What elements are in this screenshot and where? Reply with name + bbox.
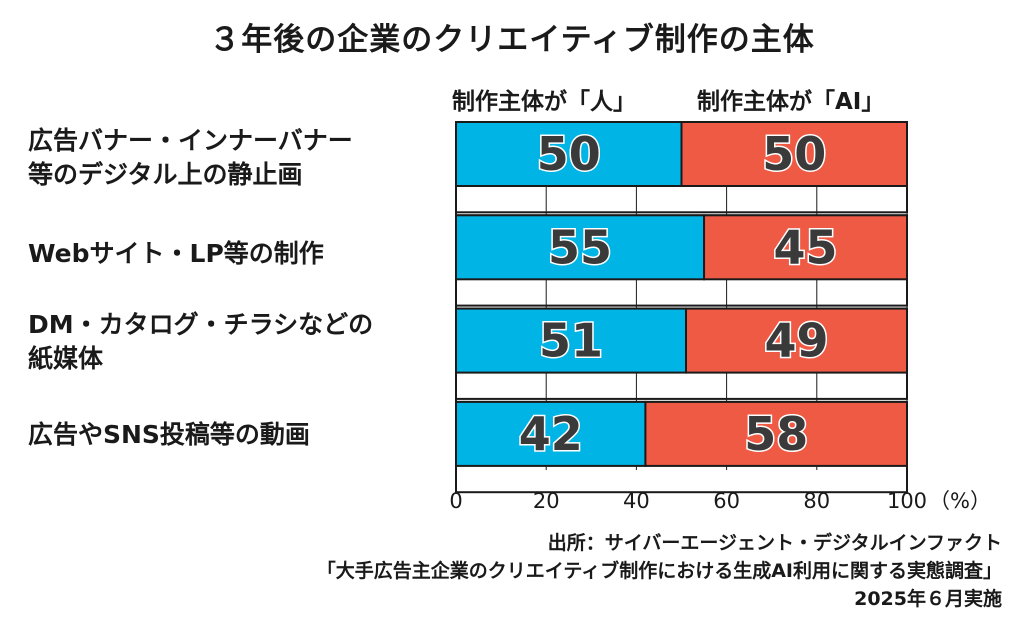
category-label-line: 等のデジタル上の静止画 — [28, 160, 303, 189]
source-line-1: 出所：サイバーエージェント・デジタルインファクト — [547, 532, 1002, 554]
x-tick-label: 20 — [533, 489, 560, 513]
category-label-banner: 広告バナー・インナーバナー 等のデジタル上の静止画 — [28, 124, 438, 192]
x-tick-label: 0 — [449, 489, 462, 513]
data-label-human: 51 — [539, 314, 603, 368]
legend-human: 制作主体が「人」 — [452, 89, 636, 115]
category-label-print: DM・カタログ・チラシなどの 紙媒体 — [28, 308, 438, 376]
bar-human — [455, 307, 688, 374]
x-tick-label: 40 — [623, 489, 650, 513]
source-line-2: 「大手広告主企業のクリエイティブ制作における生成AI利用に関する実態調査」 — [316, 560, 1002, 582]
bar-ai — [644, 400, 908, 467]
chart-title: ３年後の企業のクリエイティブ制作の主体 — [209, 22, 815, 58]
x-tick-label: 80 — [803, 489, 830, 513]
data-label-ai: 58 — [744, 407, 808, 461]
x-tick-label: 60 — [713, 489, 740, 513]
data-label-ai: 50 — [762, 127, 826, 181]
data-label-ai: 45 — [774, 220, 838, 274]
category-label-line: Webサイト・LP等の制作 — [28, 239, 324, 268]
category-label-video: 広告やSNS投稿等の動画 — [28, 418, 438, 452]
bar-human — [455, 214, 706, 281]
category-label-line: 広告バナー・インナーバナー — [28, 126, 353, 155]
source-line-3: 2025年６月実施 — [854, 588, 1002, 610]
category-label-line: 紙媒体 — [28, 344, 104, 373]
data-label-ai: 49 — [764, 314, 828, 368]
x-tick-label: 100 — [887, 489, 927, 513]
legend-ai: 制作主体が「AI」 — [697, 89, 885, 115]
category-label-line: 広告やSNS投稿等の動画 — [28, 420, 310, 449]
category-label-line: DM・カタログ・チラシなどの — [28, 310, 374, 339]
bar-ai — [685, 307, 909, 374]
data-label-human: 50 — [537, 127, 601, 181]
bar-ai — [703, 214, 908, 281]
data-label-human: 55 — [548, 220, 612, 274]
category-label-website: Webサイト・LP等の制作 — [28, 237, 438, 271]
bar-ai — [680, 121, 908, 187]
x-axis-unit: （%） — [929, 489, 991, 513]
data-label-human: 42 — [519, 407, 583, 461]
